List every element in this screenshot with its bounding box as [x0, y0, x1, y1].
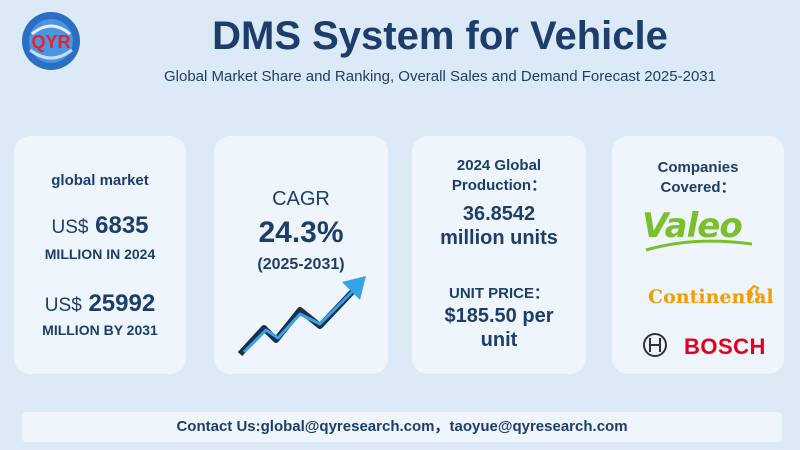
unit-price-line1: $185.50 per — [444, 305, 554, 327]
market-value-2031: US$ 25992 — [14, 290, 186, 318]
cagr-range: (2025-2031) — [257, 256, 345, 273]
cagr-value: 24.3% — [258, 216, 344, 249]
bosch-armature-icon — [643, 333, 667, 357]
companies-label-line2: Covered： — [660, 179, 736, 196]
currency-2031: US$ — [44, 295, 82, 316]
production-card: 2024 Global Production： 36.8542 million … — [412, 136, 586, 374]
production-value-line2: million units — [440, 227, 558, 249]
unit-price-label: UNIT PRICE： — [448, 285, 549, 302]
production-label: 2024 Global Production： — [412, 156, 586, 196]
value-2031: 25992 — [88, 290, 156, 317]
companies-card: Companies Covered： Valeo Continental BOS… — [612, 136, 784, 374]
bosch-logo: BOSCH — [684, 334, 766, 359]
market-size-card: global market US$ 6835 MILLION IN 2024 U… — [14, 136, 186, 374]
market-value-2024: US$ 6835 — [14, 212, 186, 240]
production-value: 36.8542 million units — [412, 202, 586, 250]
global-market-label: global market — [51, 172, 149, 189]
horse-icon — [748, 284, 761, 303]
value-2024: 6835 — [95, 212, 149, 239]
rising-trend-arrow-icon — [237, 276, 366, 357]
production-label-line2: Production： — [451, 177, 547, 194]
companies-label: Companies Covered： — [612, 158, 784, 198]
contact-footer: Contact Us:global@qyresearch.com，taoyue@… — [22, 412, 782, 442]
unit-price-line2: unit — [480, 329, 518, 351]
page-title: DMS System for Vehicle — [212, 14, 668, 58]
qyr-logo: QYR — [22, 12, 80, 70]
companies-label-line1: Companies — [657, 159, 739, 176]
production-value-line1: 36.8542 — [462, 203, 536, 225]
currency-2024: US$ — [51, 217, 89, 238]
market-unit-2024: MILLION IN 2024 — [44, 246, 156, 262]
production-label-line1: 2024 Global — [456, 157, 542, 174]
market-unit-2031: MILLION BY 2031 — [42, 322, 158, 338]
cagr-card: CAGR 24.3% (2025-2031) — [214, 136, 388, 374]
cagr-label: CAGR — [272, 188, 330, 210]
continental-logo: Continental — [648, 286, 774, 308]
unit-price-value: $185.50 per unit — [412, 304, 586, 352]
logo-text: QYR — [31, 32, 70, 52]
valeo-logo: Valeo — [642, 206, 743, 246]
page-subtitle: Global Market Share and Ranking, Overall… — [164, 68, 716, 85]
valeo-swoosh-icon — [645, 239, 753, 252]
